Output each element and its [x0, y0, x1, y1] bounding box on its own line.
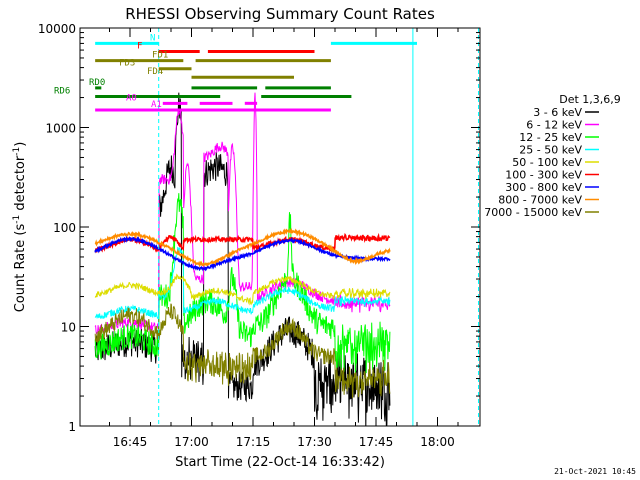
legend-label-8: 800 - 7000 keV — [498, 194, 582, 207]
series-line-6 — [94, 232, 391, 254]
y-axis-label-sup1: -1 — [12, 215, 22, 224]
legend-label-1: 3 - 6 keV — [533, 106, 582, 119]
legend-label-4: 25 - 50 keV — [519, 144, 582, 157]
x-axis-label: Start Time (22-Oct-14 16:33:42) — [175, 455, 385, 470]
flag-label-fd4: FD4 — [147, 67, 163, 77]
legend-label-7: 300 - 800 keV — [505, 181, 582, 194]
y-tick-label: 1 — [68, 420, 76, 434]
series-layer — [94, 92, 391, 426]
y-tick-label: 10 — [61, 321, 76, 335]
y-tick-label: 100 — [53, 221, 76, 235]
legend-label-3: 12 - 25 keV — [519, 131, 582, 144]
flag-label-fd3: FD3 — [119, 59, 135, 69]
legend-label-5: 50 - 100 keV — [512, 156, 582, 169]
y-axis-label-sup2: -1 — [12, 147, 22, 156]
flag-label-fd1: FD1 — [152, 51, 168, 61]
series-line-3 — [94, 193, 391, 378]
x-tick-label: 16:45 — [113, 435, 148, 449]
legend-title: Det 1,3,6,9 — [559, 93, 621, 106]
series-line-7 — [94, 235, 391, 272]
y-tick-label: 1000 — [45, 122, 76, 136]
flag-labels-layer: NF FD1 FD3 FD4 RD0 RD6 A0 A1 — [54, 33, 168, 110]
x-tick-label: 17:45 — [359, 435, 394, 449]
legend-label-6: 100 - 300 keV — [505, 169, 582, 182]
x-tick-label: 17:00 — [174, 435, 209, 449]
flag-label-a1: A1 — [151, 100, 162, 110]
series-line-9 — [94, 303, 391, 399]
series-line-4 — [94, 247, 391, 320]
flag-label-a0: A0 — [126, 93, 137, 103]
y-axis-label-main: Count Rate (s — [13, 224, 28, 313]
legend-label-9: 7000 - 15000 keV — [484, 206, 582, 219]
x-tick-label: 18:00 — [420, 435, 455, 449]
x-tick-label: 17:30 — [297, 435, 332, 449]
y-axis-label-mid: detector — [13, 155, 28, 215]
series-line-5 — [94, 273, 391, 306]
y-axis-label-end: ) — [13, 142, 28, 147]
x-tick-label: 17:15 — [236, 435, 271, 449]
chart-title: RHESSI Observing Summary Count Rates — [125, 5, 435, 23]
legend-label-2: 6 - 12 keV — [526, 119, 582, 132]
flag-bars-layer — [95, 28, 479, 426]
y-axis-label: Count Rate (s-1 detector-1) — [12, 142, 28, 313]
footer-date: 21-Oct-2021 10:45 — [554, 467, 636, 476]
series-line-8 — [94, 227, 391, 268]
flag-label-rd0: RD0 — [89, 78, 105, 88]
flag-label-f: F — [137, 42, 142, 52]
flag-label-n: N — [150, 33, 155, 43]
flag-label-rd6: RD6 — [54, 86, 70, 96]
axes-layer: 16:45 17:00 17:15 17:30 17:45 18:00 1 10 100 1000… — [38, 22, 480, 449]
y-tick-label: 10000 — [38, 22, 76, 36]
